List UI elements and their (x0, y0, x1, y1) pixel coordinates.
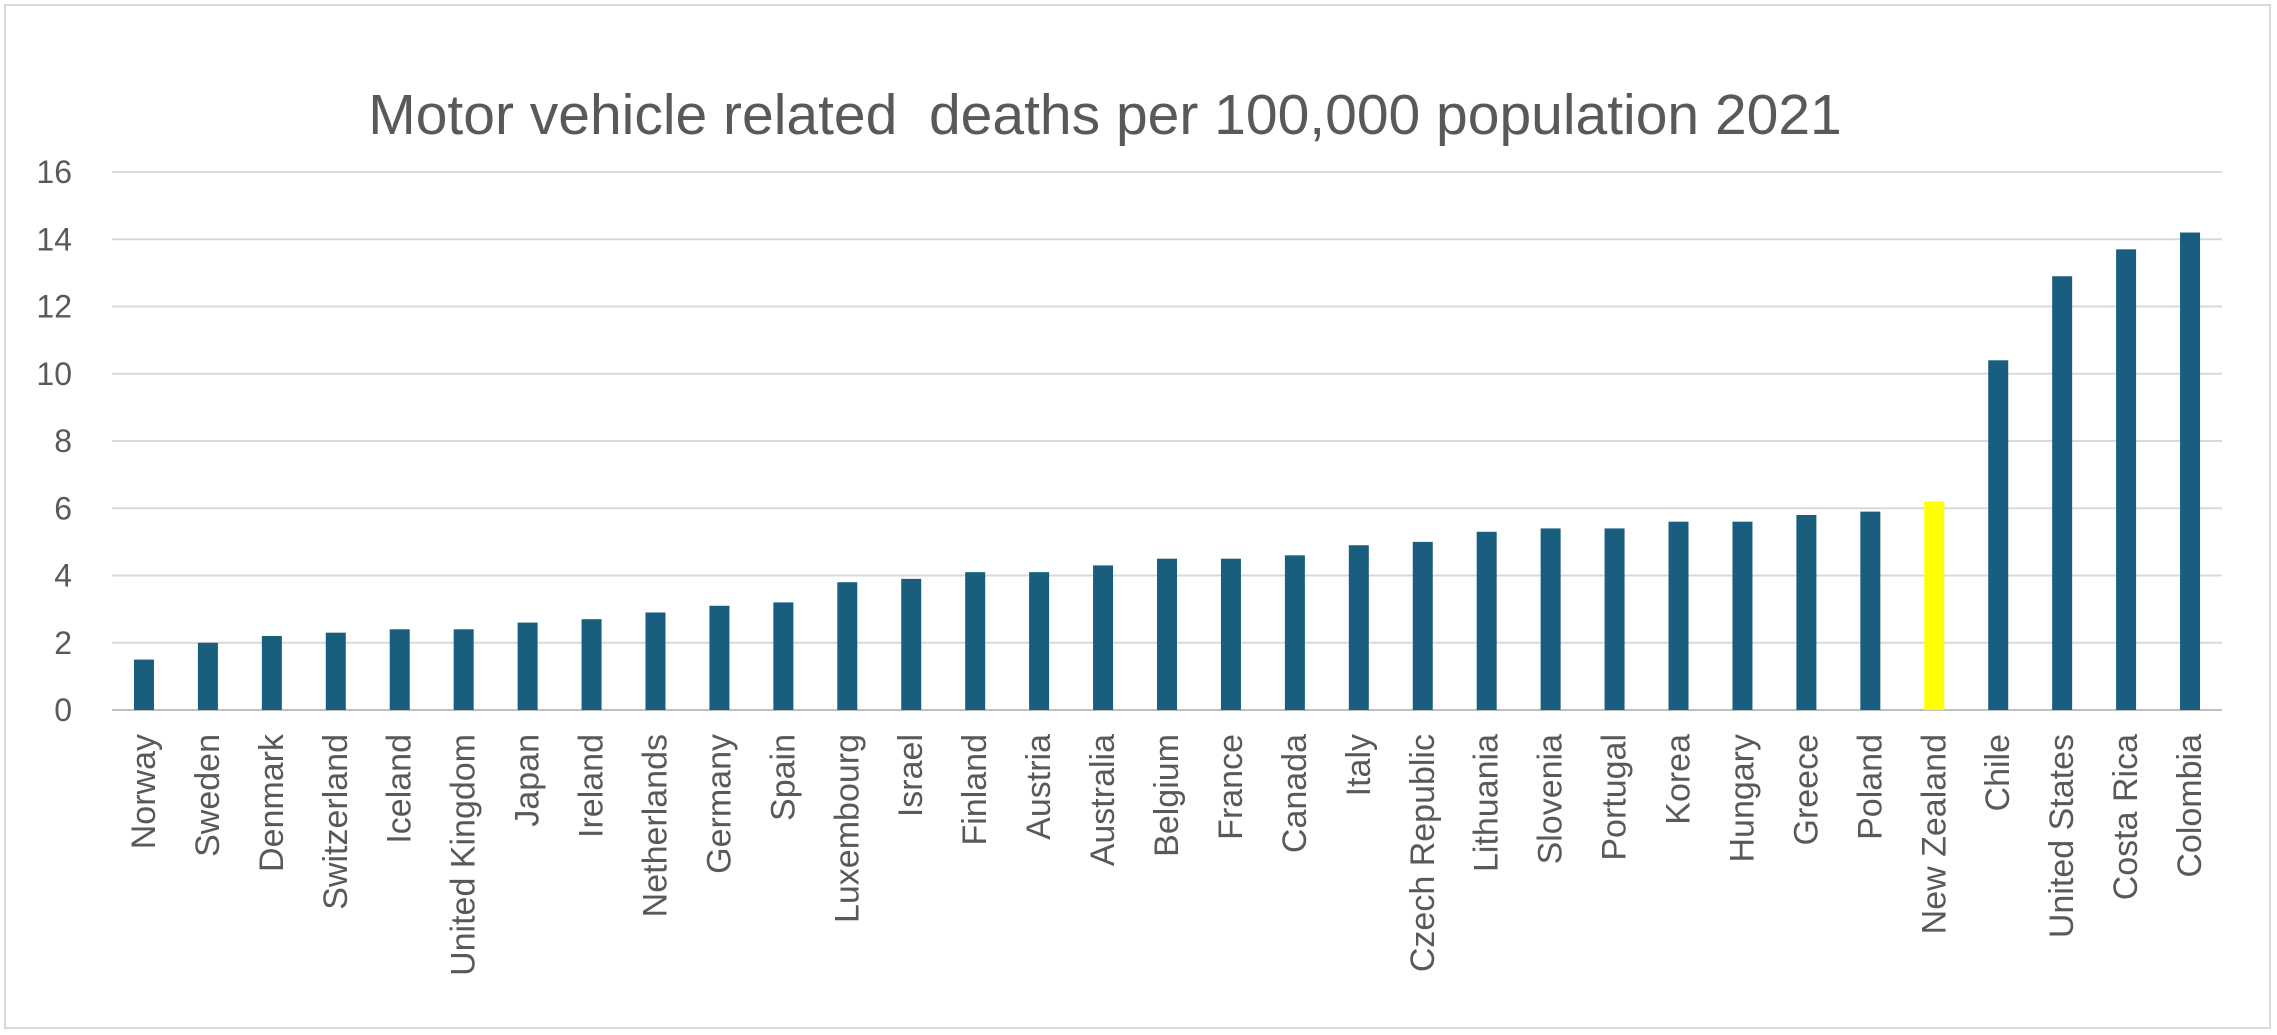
x-tick-label: Denmark (253, 733, 291, 872)
bar-united-kingdom (453, 629, 474, 710)
bar-sweden (197, 642, 218, 710)
bar-japan (517, 622, 538, 710)
chart-title: Motor vehicle related deaths per 100,000… (368, 83, 1842, 147)
bar-luxembourg (837, 582, 858, 710)
bar-korea (1668, 521, 1689, 710)
x-tick-label: Greece (1787, 734, 1825, 846)
x-tick-label: Costa Rica (2107, 734, 2145, 900)
x-tick-label: Japan (509, 734, 547, 827)
bar-canada (1284, 555, 1305, 710)
x-axis-tick-labels: Norway Sweden Denmark Switzerland Iceland Uni… (125, 733, 2209, 976)
bar-greece (1796, 514, 1817, 710)
y-tick-label: 2 (54, 625, 72, 661)
x-tick-label: United Kingdom (445, 734, 483, 976)
bar-belgium (1157, 558, 1177, 710)
bar-austria (1029, 572, 1050, 710)
bar-united-states (2052, 276, 2073, 710)
y-axis-tick-labels: 0 2 4 6 8 10 12 14 16 (36, 154, 72, 728)
y-tick-label: 4 (54, 558, 72, 594)
x-tick-label: Iceland (381, 734, 419, 844)
x-tick-label: Germany (700, 734, 738, 874)
bar-switzerland (325, 632, 346, 710)
x-tick-label: Korea (1660, 734, 1698, 825)
chart-area (4, 4, 2271, 1029)
x-tick-label: Ireland (573, 734, 611, 838)
bar-poland (1860, 511, 1881, 710)
bar-ireland (581, 619, 602, 710)
bar-chile (1988, 360, 2009, 710)
y-tick-label: 0 (54, 692, 72, 728)
x-tick-label: Lithuania (1468, 734, 1506, 872)
x-tick-label: Australia (1084, 734, 1122, 866)
x-tick-label: New Zealand (1915, 734, 1953, 934)
y-tick-label: 6 (54, 490, 72, 526)
x-tick-label: Hungary (1723, 734, 1761, 863)
x-tick-label: Portugal (1596, 734, 1634, 861)
bar-germany (709, 605, 730, 710)
bar-slovenia (1540, 528, 1561, 710)
x-tick-label: Poland (1851, 734, 1889, 840)
bar-iceland (389, 629, 410, 710)
x-tick-label: Italy (1340, 734, 1378, 796)
y-tick-label: 10 (36, 356, 72, 392)
x-tick-label: Austria (1020, 734, 1058, 840)
x-tick-label: France (1212, 734, 1250, 840)
bar-netherlands (645, 612, 666, 710)
bar-norway (133, 659, 154, 710)
bar-italy (1348, 545, 1369, 710)
bar-new-zealand (1924, 501, 1945, 710)
y-tick-label: 8 (54, 423, 72, 459)
bar-denmark (261, 636, 282, 710)
bar-finland (965, 572, 986, 710)
x-tick-label: Slovenia (1532, 734, 1570, 865)
bar-colombia (2180, 232, 2201, 710)
x-tick-label: Czech Republic (1404, 734, 1442, 972)
bars (133, 232, 2201, 710)
x-tick-label: Belgium (1148, 734, 1186, 857)
x-tick-label: Chile (1979, 734, 2017, 811)
bar-france (1220, 558, 1241, 710)
bar-australia (1093, 565, 1114, 710)
y-tick-label: 12 (36, 289, 72, 325)
x-tick-label: Finland (956, 734, 994, 846)
bar-czech-republic (1412, 541, 1433, 710)
y-tick-label: 16 (36, 154, 72, 190)
y-tick-label: 14 (36, 221, 72, 257)
x-tick-label: Israel (892, 734, 930, 817)
bar-lithuania (1476, 531, 1497, 710)
bar-israel (901, 578, 922, 710)
bar-spain (773, 602, 794, 710)
bar-portugal (1604, 528, 1625, 710)
x-tick-label: Sweden (189, 734, 227, 857)
x-tick-label: Colombia (2171, 734, 2209, 878)
x-tick-label: Norway (125, 734, 163, 849)
x-tick-label: Spain (764, 734, 802, 821)
x-tick-label: Luxembourg (828, 734, 866, 923)
bar-costa-rica (2116, 249, 2137, 710)
bar-hungary (1732, 521, 1753, 710)
x-tick-label: United States (2043, 734, 2081, 938)
x-tick-label: Canada (1276, 734, 1314, 853)
x-tick-label: Switzerland (317, 734, 355, 910)
x-tick-label: Netherlands (636, 734, 674, 917)
